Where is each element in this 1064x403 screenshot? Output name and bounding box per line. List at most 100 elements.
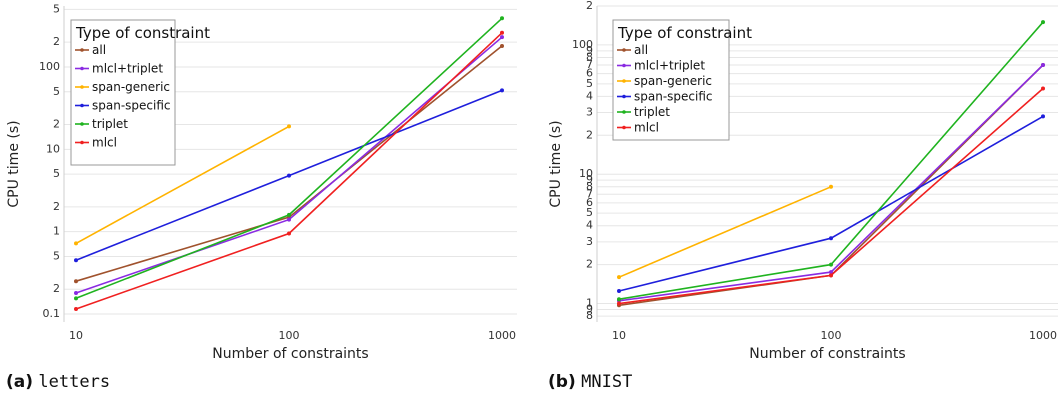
legend-swatch-point bbox=[622, 48, 626, 52]
y-axis-label: CPU time (s) bbox=[548, 120, 564, 207]
x-tick-label: 10 bbox=[612, 329, 626, 342]
data-point-mlcl-triplet bbox=[287, 217, 291, 222]
data-point-mlcl bbox=[287, 231, 291, 236]
x-tick-label: 10 bbox=[69, 329, 83, 342]
y-tick-label: 7 bbox=[586, 187, 593, 200]
data-point-triplet bbox=[287, 212, 291, 217]
data-point-mlcl bbox=[74, 307, 78, 312]
x-tick-label: 100 bbox=[821, 329, 842, 342]
y-tick-label: 3 bbox=[586, 235, 593, 248]
y-tick-label: 7 bbox=[586, 58, 593, 71]
y-tick-label: 6 bbox=[586, 67, 593, 80]
y-tick-label: 1 bbox=[586, 297, 593, 310]
y-tick-label: 10 bbox=[579, 167, 593, 180]
y-tick-label: 5 bbox=[53, 85, 60, 98]
legend-item-label: triplet bbox=[92, 117, 128, 131]
legend-swatch-point bbox=[80, 66, 84, 71]
y-tick-label: 2 bbox=[586, 0, 593, 12]
y-tick-label: 0.1 bbox=[43, 307, 61, 320]
legend-swatch-point bbox=[622, 63, 626, 68]
legend-item-label: all bbox=[92, 43, 106, 57]
y-tick-label: 5 bbox=[53, 249, 60, 262]
data-point-triplet bbox=[500, 16, 504, 21]
y-tick-label: 9 bbox=[586, 302, 593, 315]
data-point-mlcl-triplet bbox=[74, 290, 78, 295]
data-point-span-specific bbox=[287, 173, 291, 178]
y-tick-label: 2 bbox=[53, 200, 60, 213]
y-axis-label: CPU time (s) bbox=[6, 120, 22, 207]
caption-mnist-label: (b) bbox=[548, 372, 576, 392]
data-point-triplet bbox=[1041, 20, 1045, 25]
legend-box bbox=[70, 19, 176, 166]
y-tick-label: 8 bbox=[586, 180, 593, 193]
y-tick-label: 2 bbox=[586, 128, 593, 141]
y-tick-label: 4 bbox=[586, 219, 593, 232]
y-tick-label: 10 bbox=[46, 142, 60, 155]
data-point-span-specific bbox=[74, 258, 78, 263]
legend-item-label: mlcl+triplet bbox=[634, 59, 705, 73]
x-tick-label: 1000 bbox=[1029, 329, 1057, 342]
legend-item-label: triplet bbox=[634, 105, 670, 119]
series-line-span-generic bbox=[618, 186, 832, 278]
legend-item-label: span-generic bbox=[92, 80, 170, 94]
x-axis-label: Number of constraints bbox=[749, 346, 905, 362]
legend-swatch-point bbox=[622, 110, 626, 114]
data-point-triplet bbox=[74, 296, 78, 301]
y-tick-label: 4 bbox=[586, 89, 593, 102]
legend-swatch-point bbox=[80, 85, 84, 89]
legend-swatch-point bbox=[80, 48, 84, 52]
y-tick-label: 5 bbox=[53, 2, 60, 15]
legend-item-label: span-generic bbox=[634, 74, 712, 88]
y-tick-label: 5 bbox=[586, 206, 593, 219]
data-point-mlcl bbox=[500, 30, 504, 35]
caption-mnist: (b) MNIST bbox=[548, 372, 632, 392]
y-tick-label: 9 bbox=[586, 173, 593, 186]
legend-item-label: mlcl+triplet bbox=[92, 62, 163, 76]
data-point-span-generic bbox=[74, 241, 78, 246]
figure-canvas: 0.1 2 5 1 2 5 10 2 5 100 2 5 10 100 1000 Number of cons… bbox=[6, 0, 1058, 362]
data-point-mlcl-triplet bbox=[500, 35, 504, 40]
legend-swatch-point bbox=[622, 79, 626, 83]
y-tick-label: 8 bbox=[586, 309, 593, 322]
data-point-span-generic bbox=[287, 124, 291, 129]
legend-title: Type of constraint bbox=[617, 24, 752, 42]
legend-swatch-point bbox=[80, 122, 84, 126]
data-point-mlcl bbox=[1041, 86, 1045, 91]
caption-letters: (a) letters bbox=[6, 372, 110, 392]
x-axis-label: Number of constraints bbox=[212, 346, 368, 362]
caption-mnist-name: MNIST bbox=[581, 372, 633, 392]
data-point-mlcl-triplet bbox=[1041, 62, 1045, 67]
data-point-mlcl-triplet bbox=[829, 270, 833, 275]
data-point-all bbox=[74, 279, 78, 284]
y-tick-label: 5 bbox=[53, 167, 60, 180]
data-point-span-generic bbox=[829, 184, 833, 189]
legend-item-label: span-specific bbox=[92, 99, 171, 113]
data-point-span-specific bbox=[617, 289, 621, 294]
data-point-mlcl bbox=[617, 301, 621, 306]
data-point-span-specific bbox=[829, 236, 833, 241]
y-tick-label: 2 bbox=[586, 258, 593, 271]
legend-box bbox=[612, 19, 730, 141]
y-tick-label: 2 bbox=[53, 282, 60, 295]
data-point-span-specific bbox=[500, 88, 504, 93]
legend-item-label: span-specific bbox=[634, 90, 713, 104]
data-point-span-generic bbox=[617, 275, 621, 280]
data-point-triplet bbox=[617, 297, 621, 302]
legend-swatch-point bbox=[80, 103, 84, 108]
caption-letters-label: (a) bbox=[6, 372, 34, 392]
y-tick-label: 100 bbox=[39, 60, 60, 73]
y-tick-label: 9 bbox=[586, 44, 593, 57]
legend-swatch-point bbox=[622, 125, 626, 130]
series-line-span-generic bbox=[75, 125, 290, 245]
chart-letters: 0.1 2 5 1 2 5 10 2 5 100 2 5 10 100 1000 Number of cons… bbox=[6, 2, 517, 362]
y-tick-label: 2 bbox=[53, 118, 60, 131]
legend-swatch-point bbox=[622, 94, 626, 99]
x-tick-label: 1000 bbox=[488, 329, 516, 342]
x-tick-label: 100 bbox=[279, 329, 300, 342]
y-tick-label: 100 bbox=[572, 38, 593, 51]
data-point-all bbox=[500, 43, 504, 48]
data-point-span-specific bbox=[1041, 114, 1045, 119]
legend-title: Type of constraint bbox=[75, 24, 210, 42]
